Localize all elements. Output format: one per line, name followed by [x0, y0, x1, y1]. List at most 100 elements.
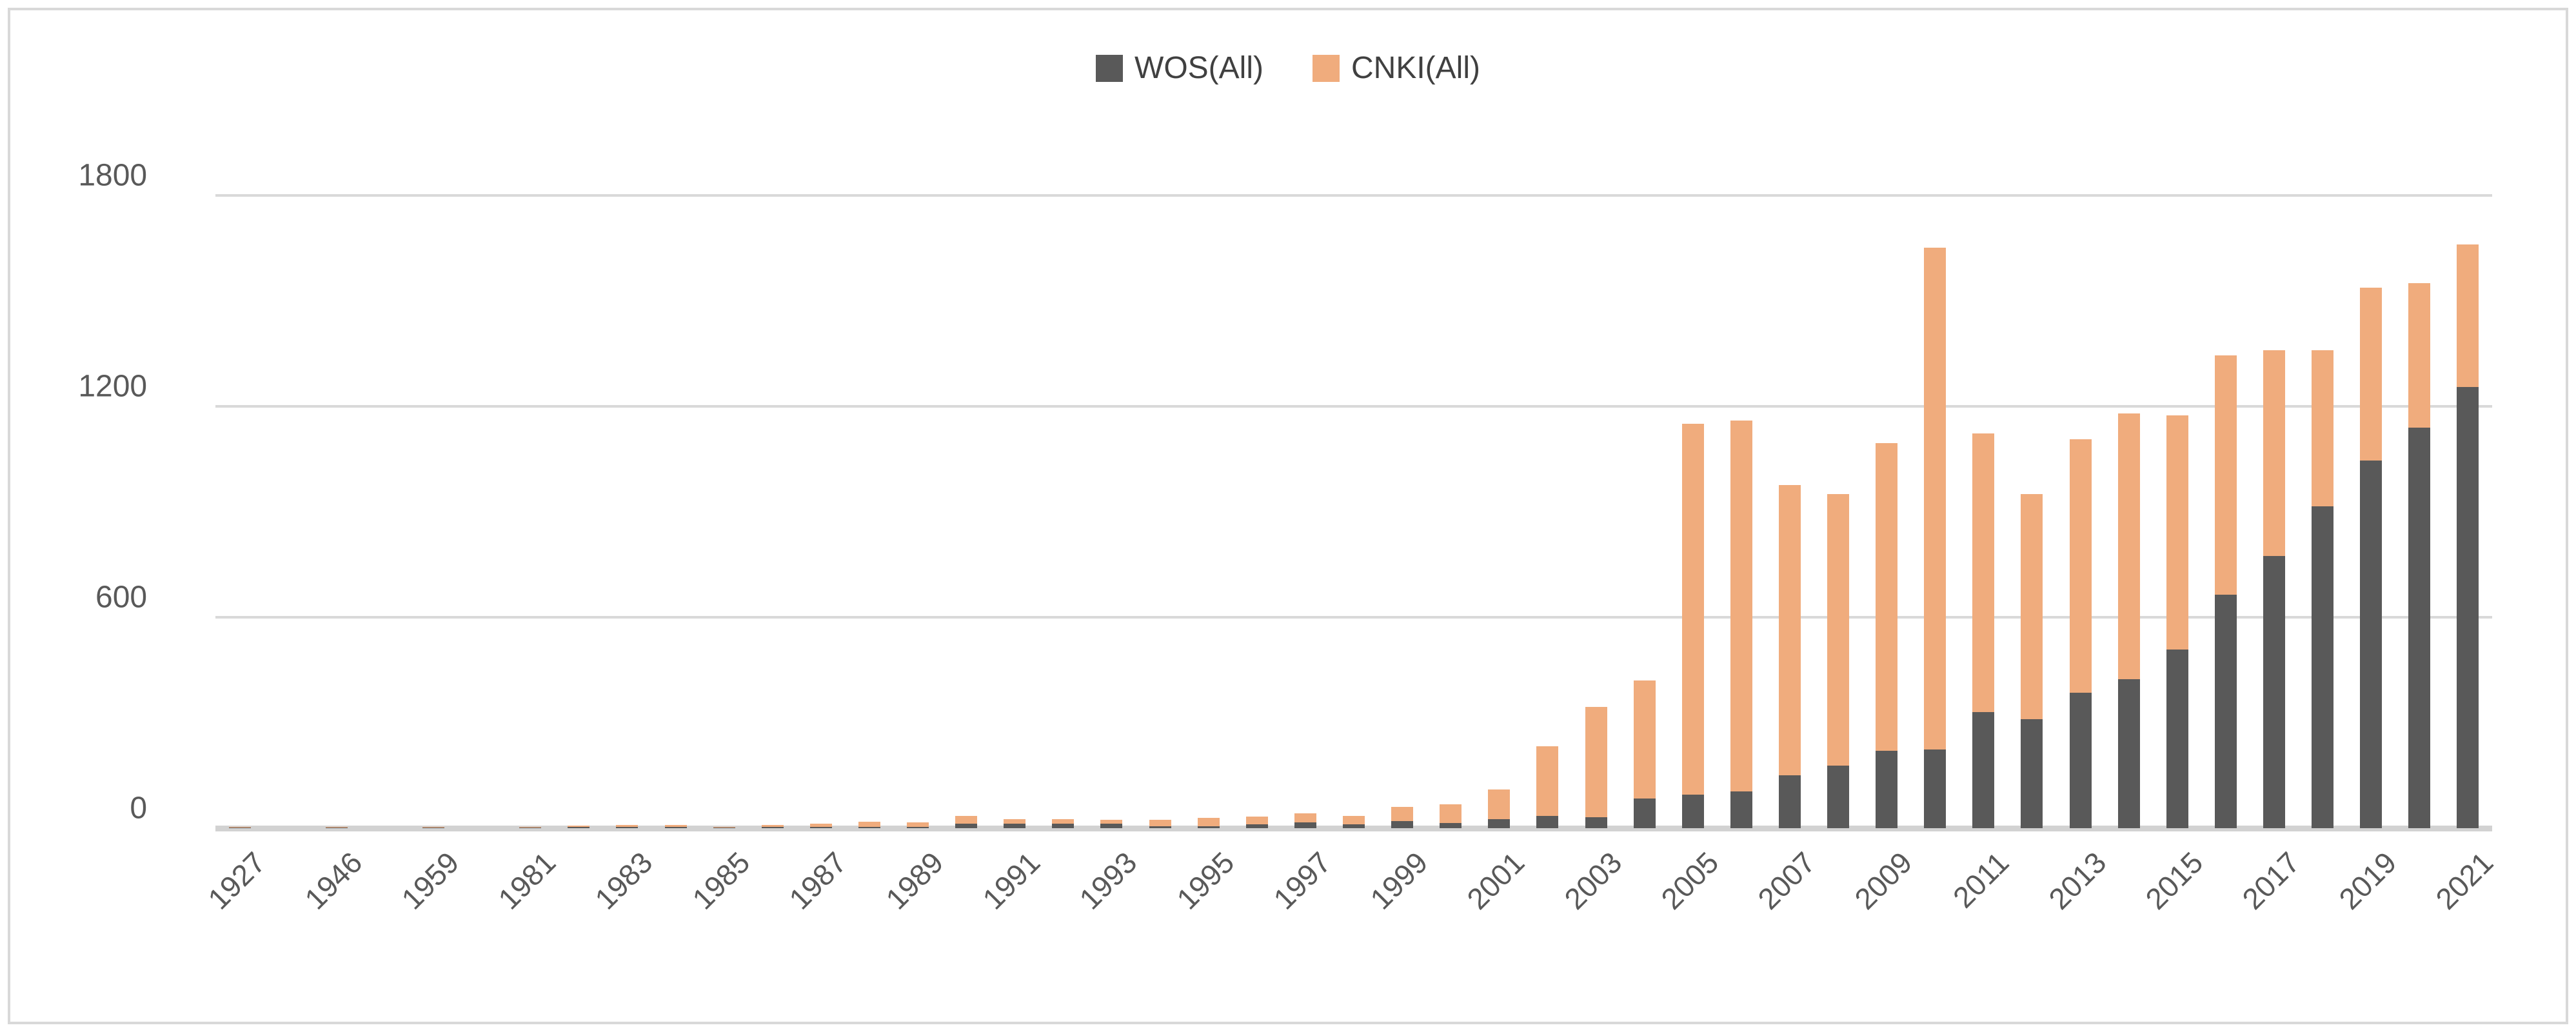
cnki-segment-1997: [1294, 813, 1316, 823]
wos-segment-2008: [1827, 766, 1850, 828]
cnki-segment-1959: [422, 827, 444, 828]
x-tick-label-2021: 2021: [2429, 845, 2500, 916]
cnki-segment-2008: [1827, 494, 1850, 766]
bar-1985: [700, 195, 748, 828]
wos-segment-2019: [2360, 461, 2383, 828]
wos-segment-1995: [1197, 826, 1220, 828]
bar-1995: [1184, 195, 1233, 828]
x-axis-baseline: [215, 825, 2492, 831]
x-tick-label-1997: 1997: [1267, 845, 1338, 916]
y-tick-label-0: 0: [130, 791, 148, 826]
cnki-segment-1994: [1149, 819, 1171, 827]
wos-segment-1994: [1149, 826, 1171, 828]
cnki-segment-1988: [858, 821, 880, 827]
wos-segment-1984: [664, 827, 687, 828]
y-tick-label-600: 600: [95, 580, 148, 615]
wos-segment-1989: [907, 826, 929, 828]
wos-segment-2016: [2214, 594, 2237, 828]
wos-segment-2000: [1440, 823, 1462, 828]
bar-slot-3: [361, 195, 409, 828]
x-tick-label-2007: 2007: [1751, 845, 1822, 916]
cnki-segment-2012: [2021, 494, 2043, 720]
wos-segment-1986: [761, 827, 784, 828]
bar-1991: [991, 195, 1039, 828]
x-tick-label-2001: 2001: [1460, 845, 1531, 916]
bar-2001: [1475, 195, 1523, 828]
x-tick-label-2003: 2003: [1557, 845, 1629, 916]
x-tick-label-1946: 1946: [298, 845, 369, 916]
x-tick-label-2019: 2019: [2332, 845, 2403, 916]
bar-1990: [942, 195, 991, 828]
x-tick-label-1987: 1987: [782, 845, 853, 916]
y-tick-label-1200: 1200: [78, 369, 148, 404]
bar-1927: [215, 195, 264, 828]
cnki-segment-2005: [1681, 424, 1704, 795]
cnki-segment-2018: [2312, 350, 2334, 507]
bar-2008: [1814, 195, 1863, 828]
bar-1982: [555, 195, 603, 828]
cnki-segment-2013: [2069, 439, 2092, 693]
wos-segment-2018: [2312, 506, 2334, 828]
wos-segment-2011: [1972, 712, 1995, 828]
bar-2012: [2008, 195, 2056, 828]
cnki-segment-2010: [1924, 248, 1947, 750]
wos-series-swatch: [1096, 54, 1124, 82]
bar-slot-5: [458, 195, 506, 828]
cnki-segment-2003: [1585, 706, 1607, 818]
bar-slot-1: [264, 195, 312, 828]
cnki-segment-2021: [2457, 244, 2479, 388]
bar-2010: [1911, 195, 1959, 828]
bar-1988: [845, 195, 893, 828]
cnki-series-swatch: [1312, 54, 1340, 82]
bar-1987: [797, 195, 845, 828]
x-tick-label-2005: 2005: [1654, 845, 1725, 916]
wos-segment-2007: [1778, 775, 1801, 828]
bar-2005: [1669, 195, 1717, 828]
legend-item-cnki: CNKI(All): [1312, 50, 1480, 86]
bar-2000: [1427, 195, 1475, 828]
bar-2002: [1523, 195, 1572, 828]
cnki-segment-2014: [2117, 413, 2140, 679]
gridline-1800: [215, 194, 2492, 197]
cnki-segment-2017: [2263, 350, 2285, 556]
x-tick-label-1991: 1991: [976, 845, 1047, 916]
bar-2017: [2250, 195, 2298, 828]
x-tick-label-2013: 2013: [2041, 845, 2113, 916]
cnki-segment-2019: [2360, 288, 2383, 461]
wos-segment-2002: [1536, 815, 1559, 828]
bar-2020: [2395, 195, 2444, 828]
cnki-segment-1992: [1052, 819, 1075, 824]
x-tick-label-1983: 1983: [588, 845, 659, 916]
cnki-legend-label: CNKI(All): [1351, 51, 1480, 85]
cnki-segment-2011: [1972, 433, 1995, 713]
cnki-segment-1987: [809, 824, 832, 827]
cnki-segment-1983: [616, 825, 639, 828]
x-tick-label-2011: 2011: [1947, 845, 2016, 915]
wos-segment-1987: [809, 826, 832, 828]
x-tick-label-1981: 1981: [491, 845, 562, 916]
bar-2009: [1863, 195, 1911, 828]
chart-frame: WOS(All) CNKI(All) 1927 1946 1959 1981 1983 1…: [8, 8, 2568, 1024]
wos-segment-2020: [2408, 427, 2431, 828]
wos-segment-1983: [616, 827, 639, 828]
cnki-segment-2009: [1876, 443, 1898, 751]
wos-segment-2003: [1585, 817, 1607, 828]
cnki-segment-1982: [568, 825, 590, 828]
wos-segment-2021: [2457, 387, 2479, 828]
bar-1983: [603, 195, 651, 828]
cnki-segment-1998: [1342, 815, 1365, 825]
wos-segment-2001: [1488, 819, 1511, 828]
wos-segment-2013: [2069, 693, 2092, 828]
x-tick-label-2017: 2017: [2235, 845, 2306, 916]
wos-segment-1997: [1294, 822, 1316, 828]
bar-2007: [1765, 195, 1814, 828]
bar-2003: [1572, 195, 1620, 828]
bar-2004: [1620, 195, 1669, 828]
cnki-segment-2004: [1633, 680, 1656, 799]
wos-segment-2009: [1876, 751, 1898, 828]
wos-segment-2012: [2021, 719, 2043, 828]
bar-2015: [2153, 195, 2201, 828]
legend-item-wos: WOS(All): [1096, 50, 1263, 86]
cnki-segment-1990: [955, 815, 978, 824]
